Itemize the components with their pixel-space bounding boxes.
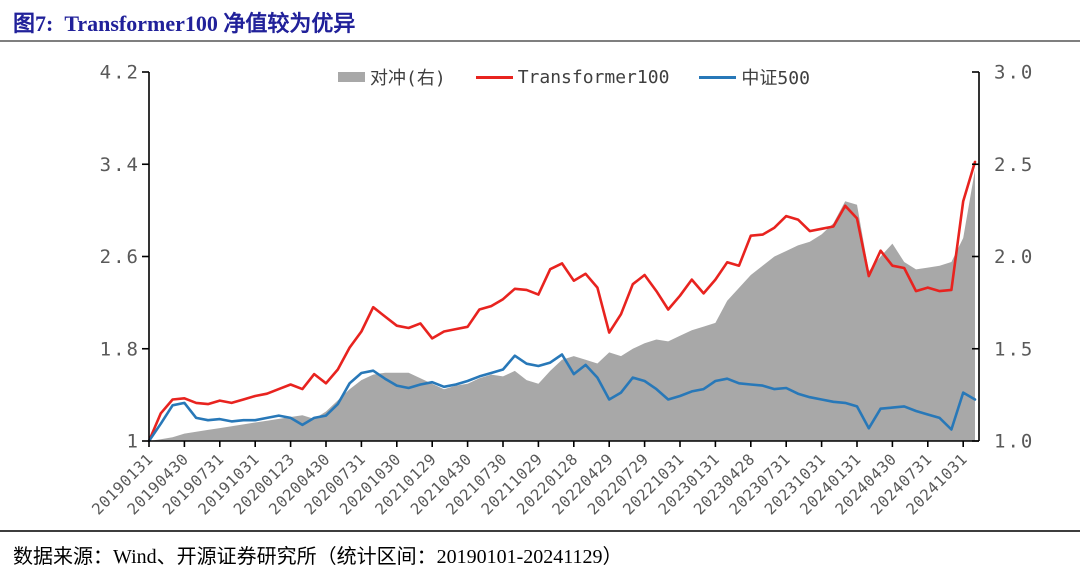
footer-divider (0, 530, 1080, 532)
figure-title: 图7: Transformer100 净值较为优异 (13, 11, 356, 36)
net-value-chart: 4.2 3.4 2.6 1.8 1 3.0 2.5 2.0 1.5 1.0 201901312019… (88, 62, 1034, 519)
legend-item: 中证500 (699, 64, 810, 90)
csi500-line (147, 353, 977, 443)
legend-area-swatch (338, 72, 365, 82)
transformer100-line (147, 160, 977, 443)
legend-label: Transformer100 (517, 66, 670, 88)
legend-label: 对冲(右) (370, 68, 446, 89)
right-axis-label: 3.0 (994, 62, 1034, 84)
legend-line-swatch (699, 75, 737, 79)
left-axis-label: 1 (127, 431, 140, 453)
legend-line-swatch (475, 75, 513, 79)
right-axis-label: 1.0 (994, 431, 1034, 453)
left-axis-label: 3.4 (100, 154, 140, 176)
right-axis-label: 2.0 (994, 246, 1034, 268)
title-divider (0, 40, 1080, 42)
right-axis: 3.0 2.5 2.0 1.5 1.0 (972, 62, 1034, 453)
legend-item: 对冲(右) (338, 64, 446, 90)
left-axis-label: 1.8 (100, 338, 140, 360)
legend-label: 中证500 (741, 68, 810, 89)
x-axis: 2019013120190430201907312019103120200123… (88, 441, 971, 518)
left-axis: 4.2 3.4 2.6 1.8 1 (100, 62, 149, 453)
left-axis-label: 2.6 (100, 246, 140, 268)
chart-area: 4.2 3.4 2.6 1.8 1 3.0 2.5 2.0 1.5 1.0 20190131 2019… (0, 45, 1080, 530)
legend-item: Transformer100 (475, 66, 670, 88)
chart-legend: 对冲(右) Transformer100 中证500 (338, 64, 810, 90)
right-axis-label: 1.5 (994, 338, 1034, 360)
left-axis-label: 4.2 (100, 62, 140, 84)
data-source-note: 数据来源：Wind、开源证券研究所（统计区间：20190101-20241129… (13, 546, 623, 568)
hedge-area (149, 169, 975, 442)
right-axis-label: 2.5 (994, 154, 1034, 176)
